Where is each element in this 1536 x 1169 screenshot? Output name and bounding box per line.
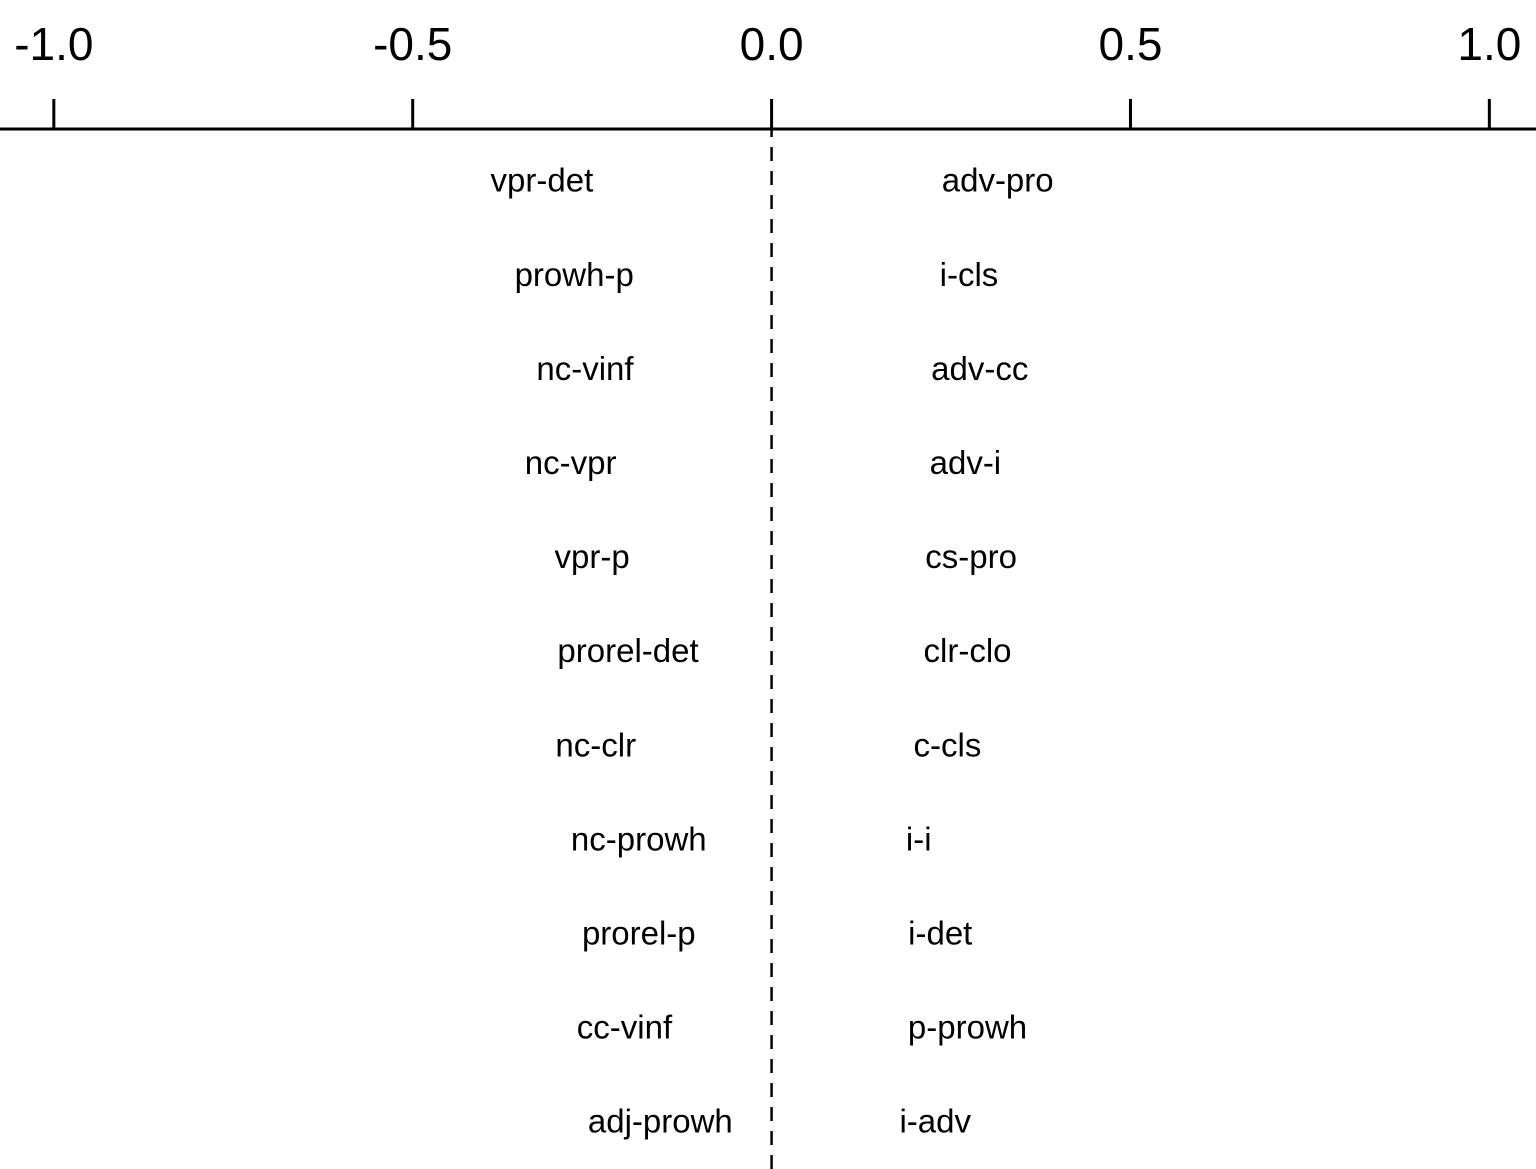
positive-word-label: i-adv <box>899 1103 971 1140</box>
negative-word-label: adj-prowh <box>588 1103 733 1140</box>
x-tick-label: -0.5 <box>373 18 452 70</box>
word-labels: vpr-det prowh-p nc-vinf nc-vpr vpr-p prorel-d… <box>491 162 1054 1140</box>
x-tick-label: -1.0 <box>14 18 93 70</box>
negative-word-label: prowh-p <box>515 256 634 293</box>
x-tick-label: 0.5 <box>1098 18 1162 70</box>
positive-word-label: adv-cc <box>931 350 1028 387</box>
positive-word-label: clr-clo <box>924 632 1012 669</box>
positive-word-label: i-i <box>906 820 932 857</box>
negative-word-label: nc-vinf <box>536 350 634 387</box>
positive-word-label: p-prowh <box>908 1009 1027 1046</box>
negative-word-label: prorel-p <box>582 915 696 952</box>
negative-word-label: nc-clr <box>555 726 636 763</box>
x-tick-label: 1.0 <box>1457 18 1521 70</box>
negative-word-label: cc-vinf <box>577 1009 673 1046</box>
positive-word-label: cs-pro <box>925 538 1017 575</box>
positive-word-label: adv-i <box>930 444 1002 481</box>
x-tick-label: 0.0 <box>740 18 804 70</box>
negative-word-label: vpr-det <box>491 162 594 199</box>
positive-word-label: c-cls <box>914 726 982 763</box>
negative-word-label: nc-prowh <box>571 820 707 857</box>
x-axis-ticks: -1.0 -0.5 0.0 0.5 1.0 <box>14 18 1521 129</box>
negative-word-label: prorel-det <box>557 632 698 669</box>
negative-word-label: nc-vpr <box>525 444 617 481</box>
negative-word-label: vpr-p <box>555 538 630 575</box>
positive-word-label: adv-pro <box>942 162 1054 199</box>
positive-word-label: i-det <box>908 915 972 952</box>
positive-word-label: i-cls <box>940 256 999 293</box>
